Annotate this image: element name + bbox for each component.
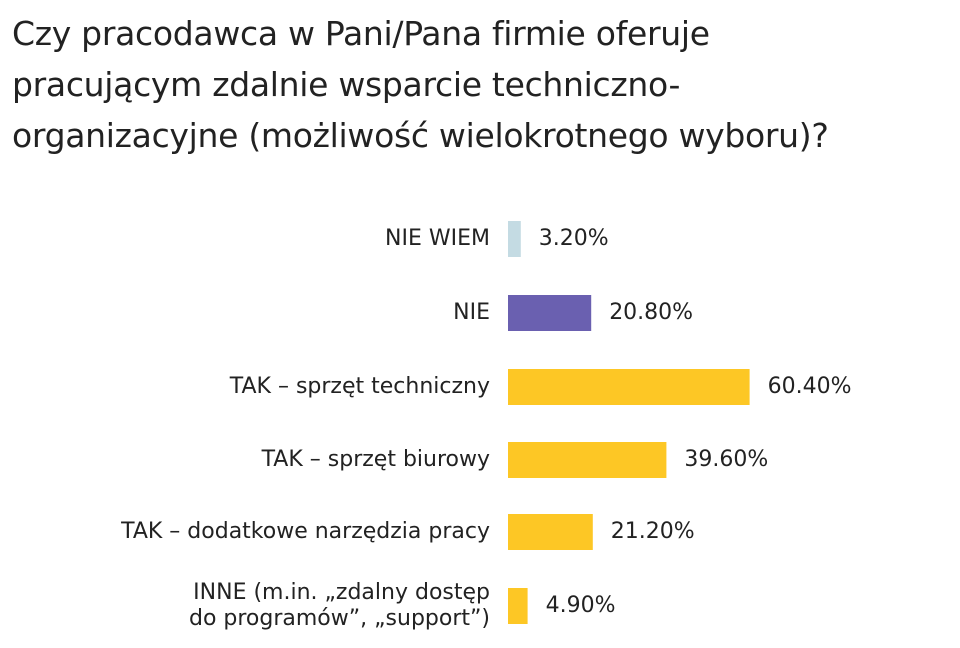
chart-title: Czy pracodawca w Pani/Pana firmie oferuj… xyxy=(12,8,952,161)
chart-title-line-1: Czy pracodawca w Pani/Pana firmie oferuj… xyxy=(12,14,710,53)
chart-title-line-2: pracującym zdalnie wsparcie techniczno- xyxy=(12,65,681,104)
category-label-2: TAK – sprzęt techniczny xyxy=(229,374,490,399)
category-label-5-line-2: do programów”, „support”) xyxy=(189,606,490,631)
category-label-0: NIE WIEM xyxy=(385,226,490,251)
value-label-0: 3.20% xyxy=(539,226,609,251)
value-label-2: 60.40% xyxy=(768,374,852,399)
category-label-1: NIE xyxy=(453,300,490,325)
bar-2 xyxy=(508,369,750,405)
bar-3 xyxy=(508,442,667,478)
category-label-4: TAK – dodatkowe narzędzia pracy xyxy=(120,519,490,544)
bar-0 xyxy=(508,221,521,257)
category-label-5-line-1: INNE (m.in. „zdalny dostęp xyxy=(193,580,490,605)
bar-1 xyxy=(508,295,592,331)
value-label-1: 20.80% xyxy=(609,300,693,325)
value-label-3: 39.60% xyxy=(684,447,768,472)
value-label-4: 21.20% xyxy=(611,519,695,544)
category-label-3: TAK – sprzęt biurowy xyxy=(261,447,490,472)
chart-title-line-3: organizacyjne (możliwość wielokrotnego w… xyxy=(12,116,829,155)
value-label-5: 4.90% xyxy=(546,593,616,618)
bar-5 xyxy=(508,588,528,624)
bar-4 xyxy=(508,514,593,550)
